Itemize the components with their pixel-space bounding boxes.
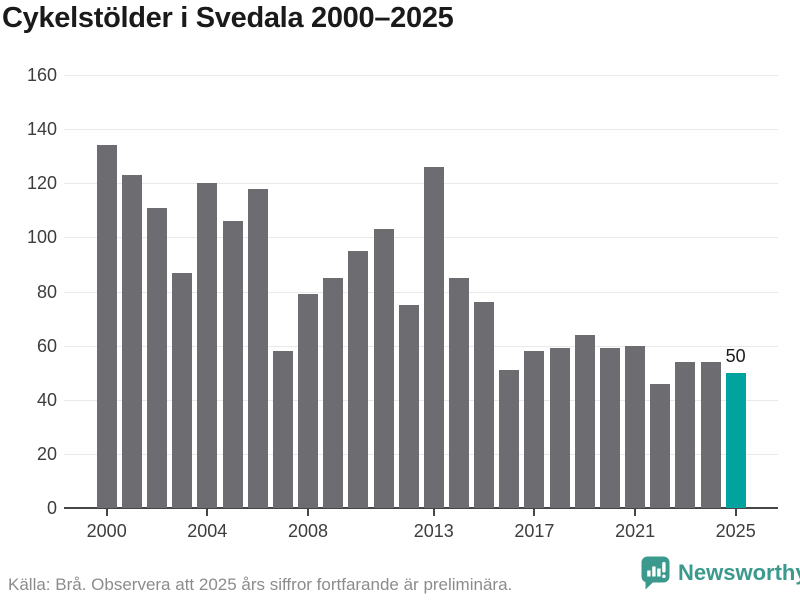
bar-2006	[247, 188, 268, 508]
bar-2005	[222, 221, 243, 508]
gridline-80	[64, 291, 778, 293]
y-tick-label-100: 100	[26, 227, 57, 248]
x-tick-2004	[206, 509, 209, 516]
bar-2021	[625, 345, 646, 508]
bar-value-label-2025: 50	[725, 345, 746, 366]
gridline-60	[64, 345, 778, 347]
x-tick-2013	[432, 509, 435, 516]
bar-2012	[398, 305, 419, 508]
x-tick-label-2021: 2021	[615, 521, 656, 541]
x-tick-2008	[307, 509, 309, 516]
bar-2000	[96, 145, 117, 508]
source-note: Källa: Brå. Observera att 2025 års siffr…	[8, 575, 513, 594]
gridline-100	[64, 237, 778, 239]
x-tick-label-2025: 2025	[715, 521, 756, 541]
bar-2007	[272, 351, 293, 508]
gridline-160	[64, 75, 778, 77]
bar-2019	[574, 334, 595, 508]
bar-2004	[197, 183, 218, 508]
x-tick-2017	[533, 509, 536, 516]
gridline-20	[64, 453, 778, 455]
bar-2009	[323, 278, 344, 508]
y-tick-label-0: 0	[46, 498, 57, 518]
y-tick-label-160: 160	[26, 65, 57, 86]
y-tick-label-140: 140	[26, 119, 57, 140]
bar-2016	[499, 370, 520, 508]
chart-title: Cykelstölder i Svedala 2000–2025	[2, 2, 454, 34]
bar-2011	[373, 229, 394, 508]
bar-2025	[725, 372, 746, 508]
x-tick-label-2004: 2004	[187, 521, 228, 541]
x-tick-2000	[105, 509, 108, 516]
bar-2020	[599, 348, 620, 508]
gridline-40	[64, 399, 778, 401]
bar-2014	[448, 278, 469, 508]
bar-2002	[147, 207, 167, 508]
x-tick-label-2017: 2017	[514, 521, 555, 541]
bar-2022	[650, 383, 671, 508]
bar-2001	[121, 175, 142, 508]
y-tick-label-20: 20	[36, 443, 57, 464]
y-tick-label-80: 80	[36, 281, 57, 302]
gridline-120	[64, 183, 778, 185]
x-tick-label-2000: 2000	[86, 521, 127, 541]
newsworthy-logo: Newsworthy	[641, 556, 800, 595]
bar-2013	[423, 167, 444, 508]
x-axis-line	[64, 507, 778, 509]
bar-2017	[524, 351, 545, 508]
y-tick-label-40: 40	[36, 389, 57, 410]
x-tick-2021	[634, 509, 637, 516]
newsworthy-wordmark: Newsworthy	[678, 560, 800, 585]
bar-2015	[474, 302, 495, 508]
x-tick-2025	[734, 509, 737, 516]
newsworthy-icon	[641, 556, 670, 595]
y-tick-label-120: 120	[26, 173, 57, 194]
bar-2010	[348, 251, 369, 508]
bar-2024	[700, 361, 721, 508]
bar-2018	[549, 348, 570, 508]
gridline-140	[64, 129, 778, 131]
bar-2003	[172, 272, 193, 508]
bar-2008	[298, 294, 318, 508]
y-tick-label-60: 60	[36, 335, 57, 356]
x-tick-label-2008: 2008	[287, 521, 329, 541]
x-tick-label-2013: 2013	[413, 521, 454, 541]
bar-2023	[675, 361, 696, 508]
